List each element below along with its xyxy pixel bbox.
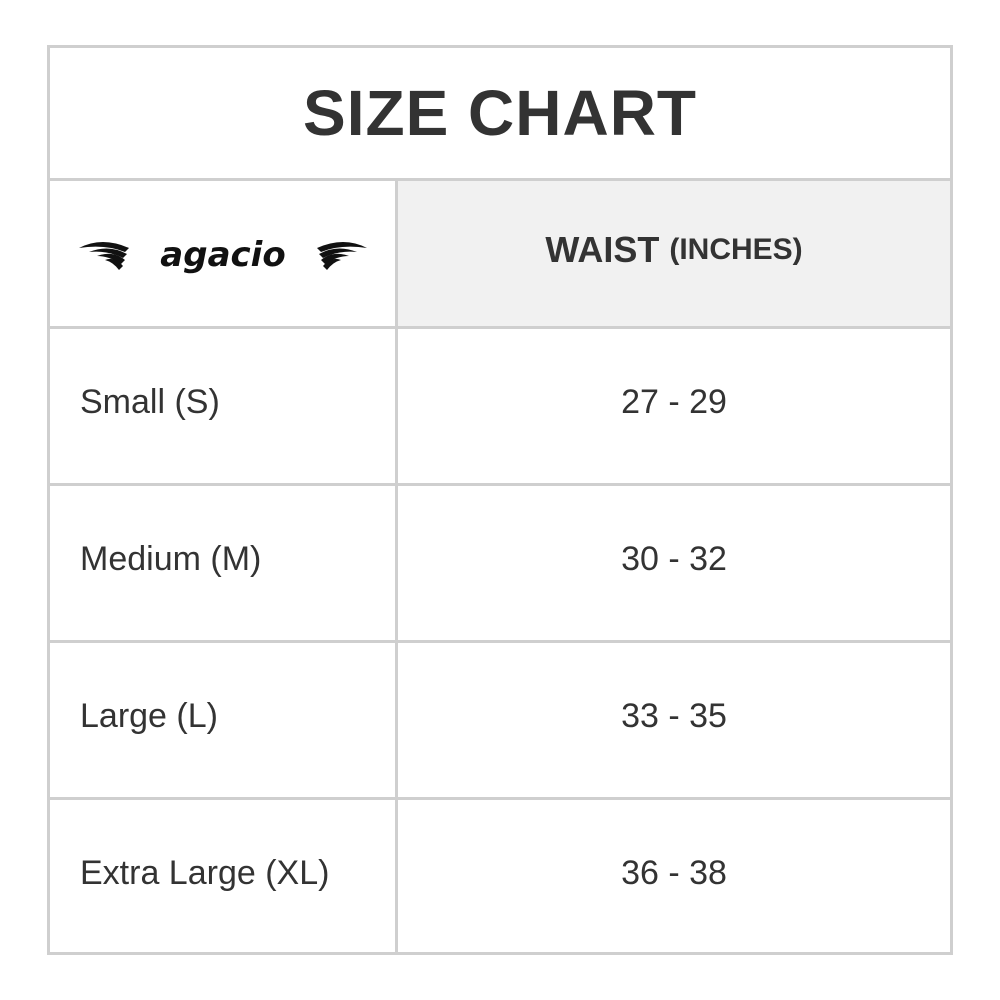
size-cell: Medium (M)	[80, 539, 262, 578]
brand-logo: agacio	[50, 181, 398, 326]
header-row: agacio WAIST (INCHES)	[50, 181, 950, 329]
size-cell: Large (L)	[80, 696, 218, 735]
size-cell: Extra Large (XL)	[80, 854, 330, 892]
waist-label: WAIST	[545, 228, 660, 270]
unit-label: (INCHES)	[669, 232, 803, 266]
table-row: Medium (M) 30 - 32	[50, 486, 950, 643]
table-row: Extra Large (XL) 36 - 38	[50, 800, 950, 955]
waist-cell: 33 - 35	[621, 696, 727, 735]
waist-cell: 30 - 32	[621, 539, 727, 578]
size-cell: Small (S)	[80, 382, 220, 421]
size-chart-table: SIZE CHART agacio WAIST (INCHES)	[47, 45, 953, 955]
page-title: SIZE CHART	[50, 48, 950, 181]
agacio-logo-icon: agacio	[78, 235, 367, 274]
waist-cell: 27 - 29	[621, 382, 727, 421]
svg-text:agacio: agacio	[160, 235, 285, 274]
waist-cell: 36 - 38	[621, 854, 727, 892]
table-row: Small (S) 27 - 29	[50, 329, 950, 486]
table-row: Large (L) 33 - 35	[50, 643, 950, 800]
waist-header: WAIST (INCHES)	[398, 181, 950, 326]
